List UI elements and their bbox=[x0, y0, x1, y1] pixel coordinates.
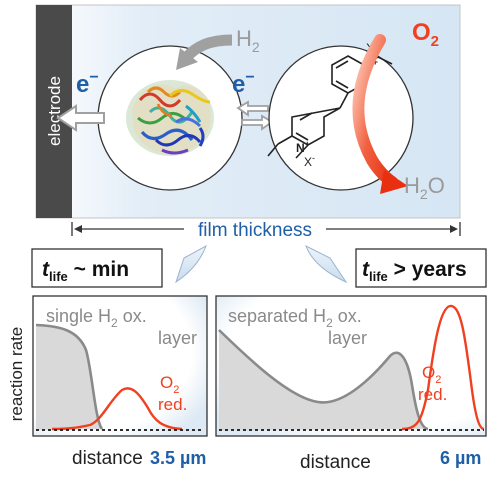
film-thickness-label: film thickness bbox=[198, 220, 312, 241]
right-thickness-value: 6 µm bbox=[440, 448, 481, 468]
right-o2-label: O2 bbox=[422, 363, 441, 386]
electron-exchange-arrows bbox=[236, 100, 274, 131]
nitrogen-bottom: N+ bbox=[296, 139, 310, 155]
left-thickness-value: 3.5 µm bbox=[150, 448, 206, 468]
counterion-bottom: X- bbox=[304, 153, 315, 169]
left-red-label: red. bbox=[158, 395, 187, 414]
callout-arrow-left bbox=[175, 244, 207, 284]
plot-right: separated H2 ox. layer O2 red. bbox=[215, 295, 487, 437]
viologen-circle bbox=[268, 45, 414, 191]
electron-label-left: e− bbox=[76, 69, 99, 98]
lifetime-left-text: tlife ~ min bbox=[42, 258, 129, 284]
top-panel: electrode H2 e− bbox=[35, 4, 461, 219]
y-axis-label: reaction rate bbox=[7, 327, 26, 422]
right-plot-title-line1: separated H2 ox. bbox=[228, 306, 362, 330]
left-o2red-curve bbox=[51, 387, 183, 431]
plot-left: single H2 ox. layer O2 red. bbox=[32, 295, 208, 437]
o2-label: O2 bbox=[412, 19, 439, 50]
electron-label-mid: e− bbox=[232, 69, 255, 98]
x-axis-label-right: distance bbox=[300, 452, 371, 473]
left-plot-title-line2: layer bbox=[158, 328, 197, 348]
electrode-label: electrode bbox=[45, 76, 64, 146]
right-h2ox-area bbox=[219, 330, 428, 430]
lifetime-box-left: tlife ~ min bbox=[31, 248, 163, 288]
h2-label: H2 bbox=[236, 26, 260, 55]
left-o2-label: O2 bbox=[160, 373, 179, 396]
left-plot-title-line1: single H2 ox. bbox=[46, 306, 147, 330]
h2-arrow-head bbox=[176, 48, 198, 70]
lifetime-box-right: tlife > years bbox=[355, 248, 487, 288]
right-o2red-curve bbox=[401, 304, 485, 431]
lifetime-right-text: tlife > years bbox=[362, 258, 467, 284]
electron-transfer-arrow-electrode bbox=[56, 104, 105, 132]
h2o-label: H2O bbox=[404, 173, 445, 202]
right-plot-title-line2: layer bbox=[328, 328, 367, 348]
right-red-label: red. bbox=[418, 385, 447, 404]
o2-arrow-head bbox=[380, 170, 408, 194]
x-axis-label-left: distance bbox=[72, 448, 143, 469]
hydrogenase-protein-icon bbox=[126, 80, 214, 156]
left-h2ox-curve bbox=[35, 323, 104, 430]
callout-arrow-right bbox=[305, 244, 348, 284]
film-thickness-indicator: film thickness bbox=[71, 220, 461, 241]
right-h2ox-curve bbox=[218, 329, 429, 431]
